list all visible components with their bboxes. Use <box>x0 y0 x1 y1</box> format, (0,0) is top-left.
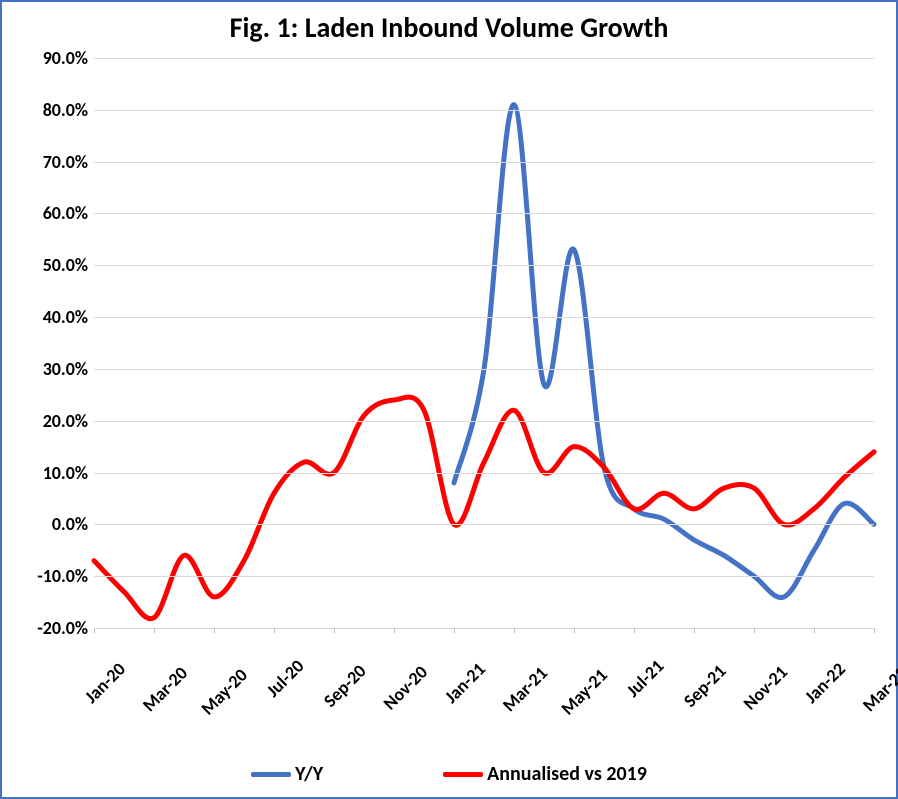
y-gridline <box>94 576 874 577</box>
legend-label-ann: Annualised vs 2019 <box>487 762 647 786</box>
legend-item-yy: Y/Y <box>251 762 323 786</box>
legend: Y/Y Annualised vs 2019 <box>2 762 896 786</box>
x-tick <box>874 628 875 633</box>
x-axis-label: Jan-22 <box>800 658 850 708</box>
chart-frame: Fig. 1: Laden Inbound Volume Growth -20.… <box>0 0 898 799</box>
x-tick <box>274 628 275 633</box>
x-tick <box>514 628 515 633</box>
y-gridline <box>94 524 874 525</box>
x-axis-label: Jul-20 <box>262 655 309 702</box>
legend-swatch-ann <box>443 772 483 777</box>
y-gridline <box>94 265 874 266</box>
y-gridline <box>94 58 874 59</box>
y-axis-label: 30.0% <box>43 358 94 380</box>
x-tick <box>454 628 455 633</box>
y-axis-label: 80.0% <box>43 99 94 121</box>
y-axis-label: 90.0% <box>43 47 94 69</box>
x-axis-label: Jul-21 <box>622 655 669 702</box>
y-axis-label: -10.0% <box>37 565 94 587</box>
y-axis-label: 50.0% <box>43 254 94 276</box>
x-axis-label: Sep-20 <box>319 660 371 712</box>
x-tick <box>634 628 635 633</box>
x-tick <box>94 628 95 633</box>
y-gridline <box>94 317 874 318</box>
legend-item-ann: Annualised vs 2019 <box>443 762 647 786</box>
x-axis-label: Mar-20 <box>138 662 192 716</box>
y-gridline <box>94 110 874 111</box>
y-gridline <box>94 421 874 422</box>
x-tick <box>394 628 395 633</box>
x-axis-label: Nov-20 <box>378 661 431 714</box>
series-line <box>94 397 874 619</box>
x-axis-label: Jan-20 <box>80 658 130 708</box>
x-axis-label: Jan-21 <box>440 658 490 708</box>
y-axis-label: 40.0% <box>43 306 94 328</box>
x-tick <box>574 628 575 633</box>
x-axis-label: Sep-21 <box>679 660 731 712</box>
legend-swatch-yy <box>251 772 291 777</box>
x-tick <box>754 628 755 633</box>
y-axis-label: 10.0% <box>43 462 94 484</box>
y-gridline <box>94 628 874 629</box>
x-axis-label: May-21 <box>557 664 612 719</box>
y-axis-label: 70.0% <box>43 151 94 173</box>
y-gridline <box>94 473 874 474</box>
y-axis-label: 60.0% <box>43 202 94 224</box>
y-axis-label: -20.0% <box>37 617 94 639</box>
y-gridline <box>94 213 874 214</box>
x-tick <box>694 628 695 633</box>
x-axis-label: Nov-21 <box>738 661 791 714</box>
y-gridline <box>94 369 874 370</box>
x-axis-label: Mar-22 <box>858 662 898 716</box>
x-tick <box>214 628 215 633</box>
x-tick <box>334 628 335 633</box>
x-axis-label: Mar-21 <box>498 662 552 716</box>
x-tick <box>814 628 815 633</box>
series-lines <box>94 58 874 628</box>
y-axis-label: 20.0% <box>43 410 94 432</box>
plot-area: -20.0%-10.0%0.0%10.0%20.0%30.0%40.0%50.0… <box>94 58 874 628</box>
legend-label-yy: Y/Y <box>295 762 323 786</box>
y-gridline <box>94 162 874 163</box>
x-axis-label: May-20 <box>197 664 252 719</box>
y-axis-label: 0.0% <box>52 513 94 535</box>
x-tick <box>154 628 155 633</box>
chart-title: Fig. 1: Laden Inbound Volume Growth <box>2 10 896 45</box>
